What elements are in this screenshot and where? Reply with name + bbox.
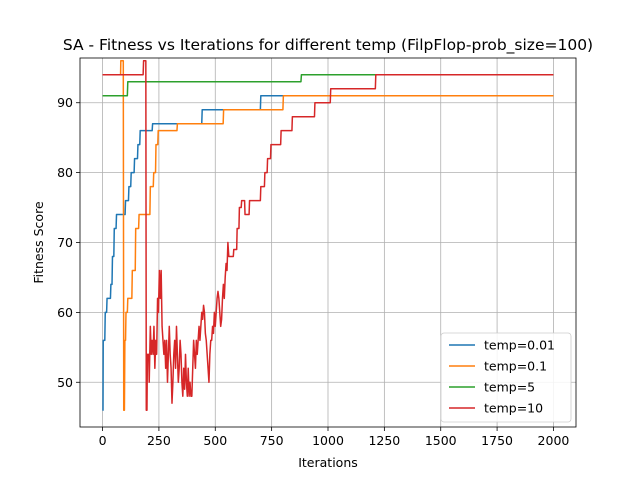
x-tick-label: 1500 xyxy=(425,433,457,448)
y-tick-label: 80 xyxy=(57,165,73,180)
y-tick-label: 90 xyxy=(57,95,73,110)
x-tick-label: 500 xyxy=(203,433,227,448)
y-tick-label: 50 xyxy=(57,375,73,390)
series-line-3 xyxy=(102,74,554,97)
series-line-1 xyxy=(102,94,554,411)
legend-label: temp=0.1 xyxy=(484,359,547,374)
x-tick-label: 1250 xyxy=(368,433,400,448)
legend-label: temp=10 xyxy=(484,401,543,416)
series-line-4 xyxy=(102,60,554,411)
x-tick-label: 2000 xyxy=(538,433,570,448)
plot-area xyxy=(102,60,554,411)
series-line-2 xyxy=(102,60,554,411)
y-axis-label: Fitness Score xyxy=(31,201,46,284)
x-tick-label: 750 xyxy=(260,433,284,448)
y-tick-label: 60 xyxy=(57,305,73,320)
ticks: 0 250 500 750 1000 1250 1500 1750 2000 50 60 70 80 90 xyxy=(57,95,569,448)
x-tick-label: 1000 xyxy=(312,433,344,448)
x-tick-label: 0 xyxy=(99,433,107,448)
legend-label: temp=5 xyxy=(484,380,535,395)
y-tick-label: 70 xyxy=(57,235,73,250)
x-tick-label: 250 xyxy=(147,433,171,448)
legend-label: temp=0.01 xyxy=(484,338,555,353)
legend: temp=0.01 temp=0.1 temp=5 temp=10 xyxy=(440,332,572,423)
legend-box xyxy=(440,332,572,423)
chart-title: SA - Fitness vs Iterations for different… xyxy=(63,36,593,55)
x-axis-label: Iterations xyxy=(298,455,358,470)
x-tick-label: 1750 xyxy=(481,433,513,448)
